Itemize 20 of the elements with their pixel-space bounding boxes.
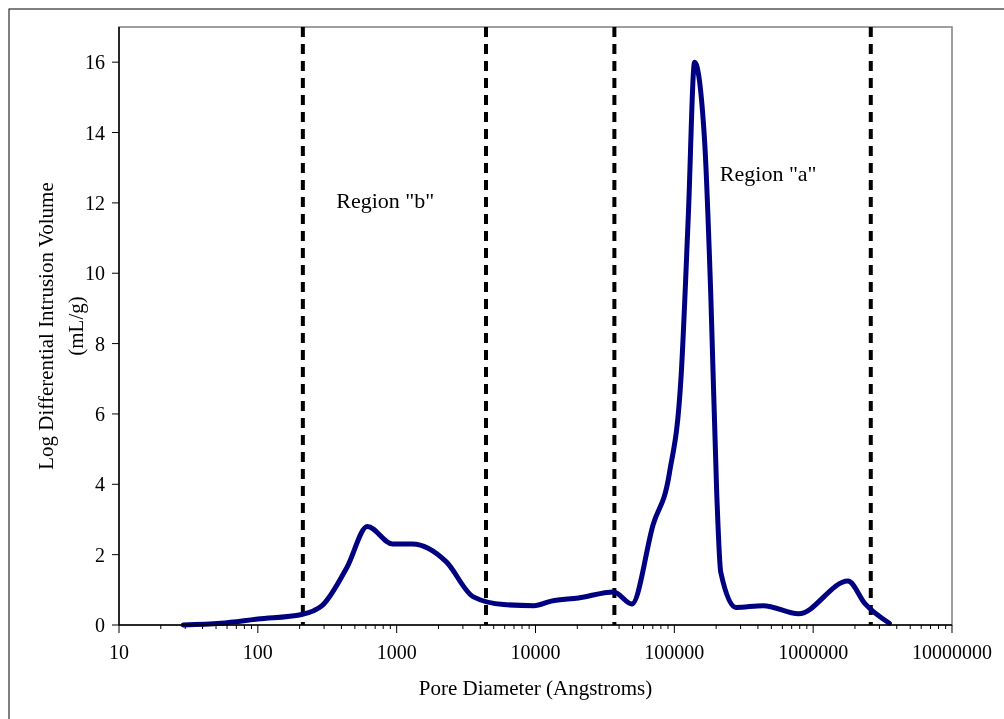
annotation: Region "b" (336, 188, 435, 214)
x-tick-label: 10000000 (912, 641, 992, 663)
y-tick-label: 14 (85, 121, 105, 144)
x-tick-label: 1000 (376, 641, 417, 663)
y-tick-label: 0 (95, 614, 105, 636)
y-tick-label: 12 (85, 191, 105, 214)
y-tick-label: 4 (95, 473, 105, 496)
y-axis-title: Log Differential Intrusion Volume (mL/g) (34, 182, 88, 470)
y-tick-label: 8 (95, 332, 105, 355)
x-tick-label: 10 (109, 641, 129, 663)
y-tick-label: 16 (85, 51, 105, 74)
y-tick-label: 2 (95, 543, 105, 566)
y-tick-label: 6 (95, 402, 105, 425)
y-tick-label: 10 (85, 262, 105, 285)
x-tick-label: 100000 (644, 641, 705, 663)
annotation: Region "a" (719, 161, 817, 187)
x-axis-title: Pore Diameter (Angstroms) (418, 676, 653, 700)
x-tick-label: 100 (242, 641, 273, 663)
x-tick-label: 10000 (510, 641, 561, 663)
x-tick-label: 1000000 (778, 641, 849, 663)
